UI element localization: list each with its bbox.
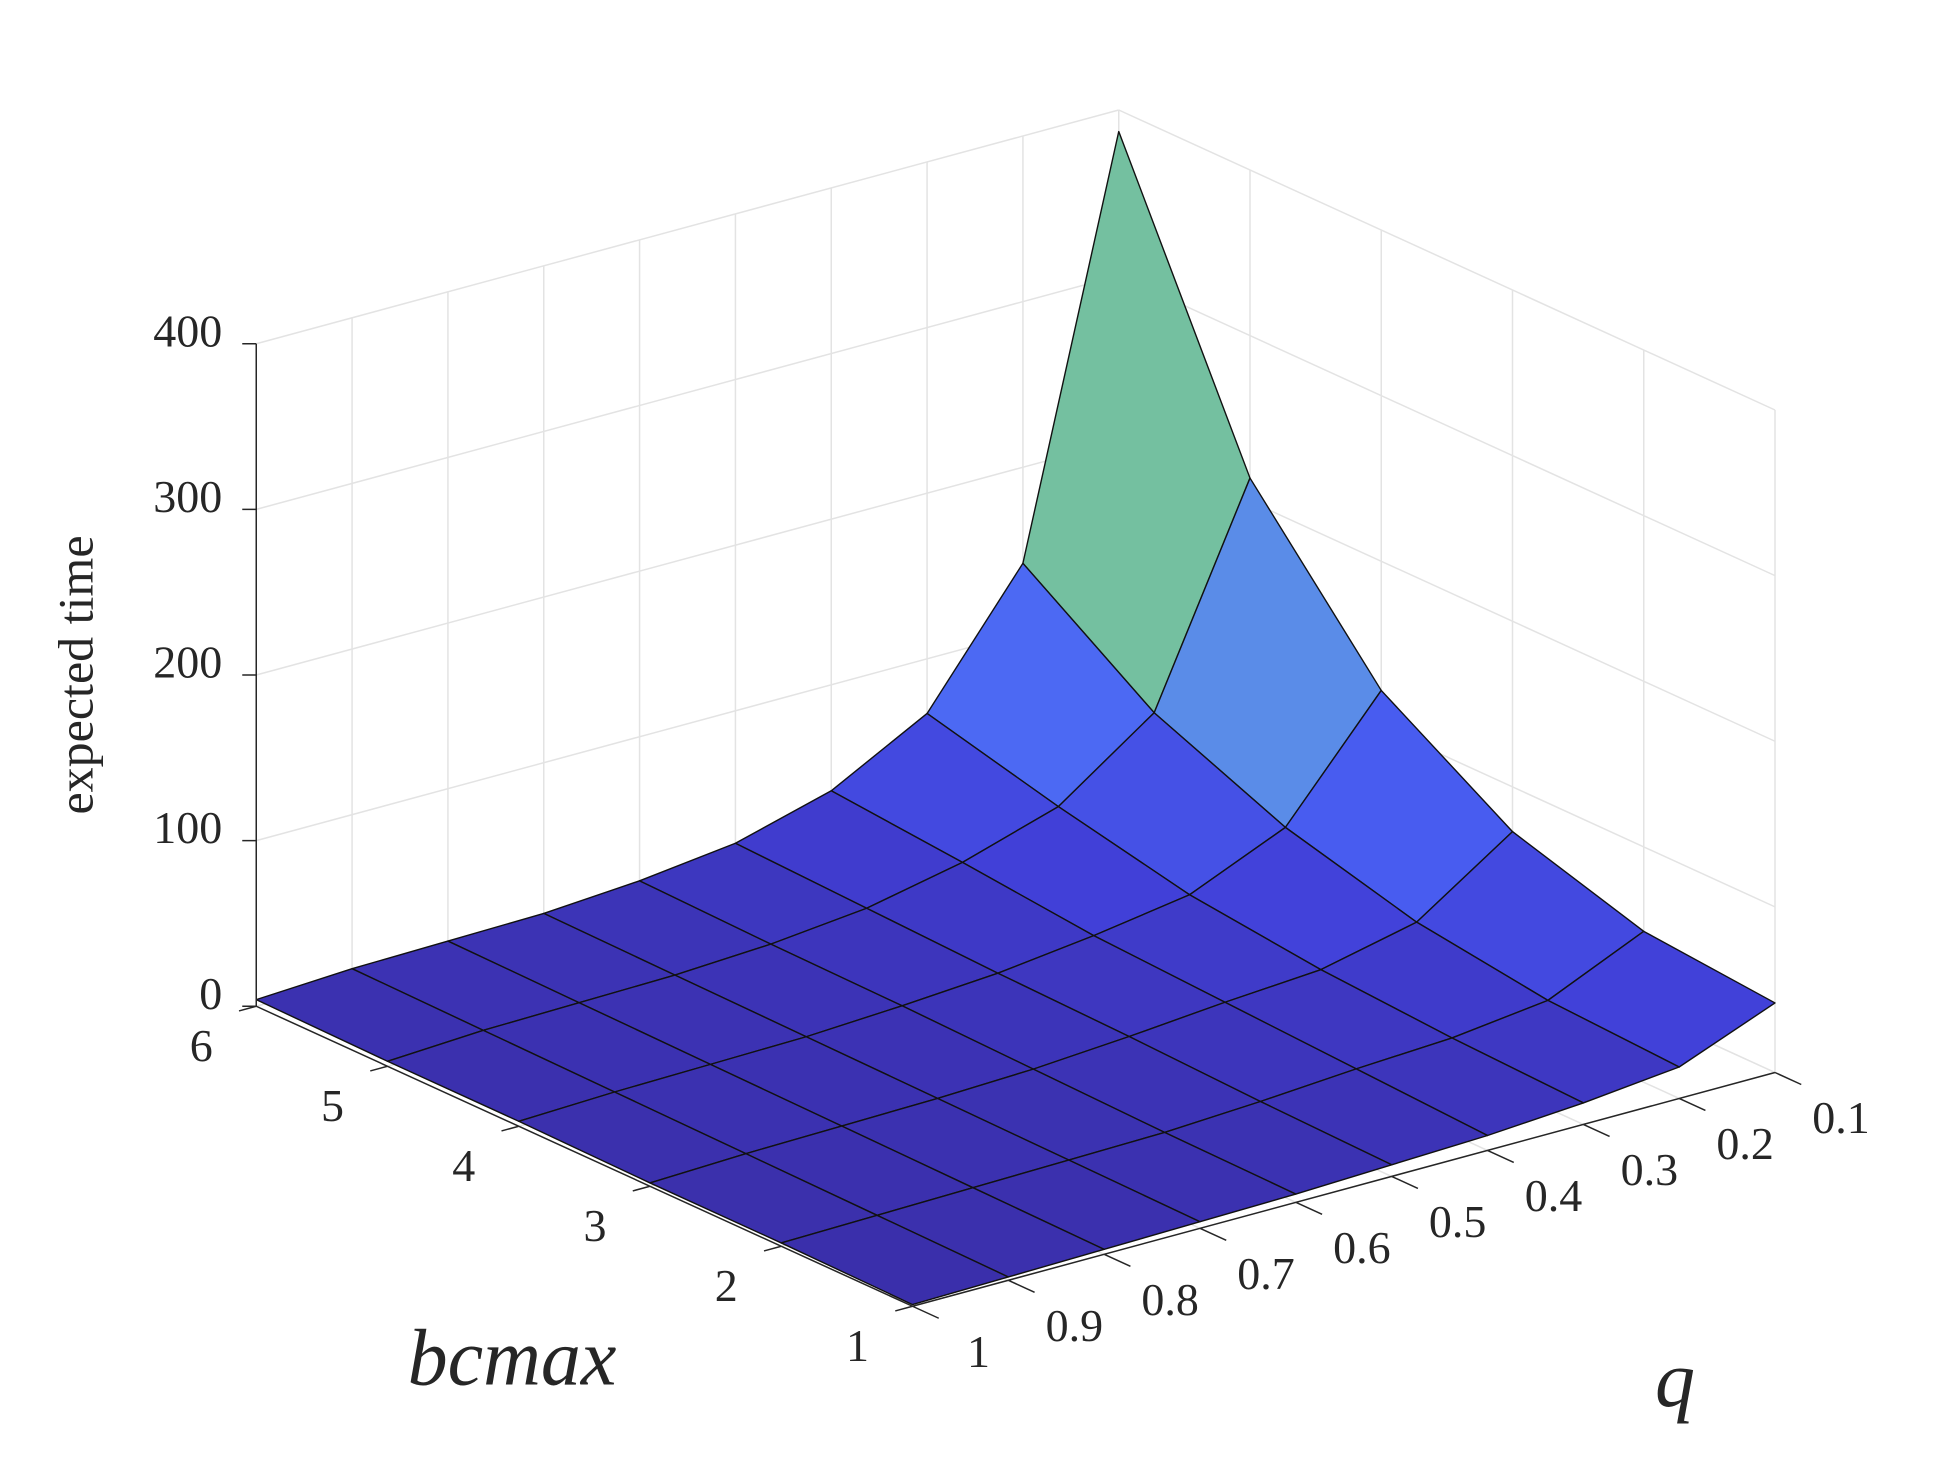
- y-tick: [238, 1005, 257, 1012]
- z-tick-label: 200: [153, 637, 222, 688]
- axes: 0 100 200 300 400 1 2 3 4 5 6 0.1 0.2 0.3 0.4 0.5 0.6 0.7…: [153, 305, 1870, 1377]
- x-tick: [1008, 1279, 1035, 1293]
- x-tick: [1295, 1201, 1323, 1216]
- z-tick-label: 300: [153, 471, 222, 522]
- y-tick-label: 5: [321, 1080, 344, 1131]
- y-tick-label: 1: [846, 1320, 869, 1371]
- x-tick: [1487, 1149, 1515, 1164]
- x-tick: [1774, 1071, 1802, 1086]
- y-tick-label: 6: [190, 1020, 213, 1071]
- x-tick: [912, 1305, 940, 1319]
- x-tick: [1103, 1253, 1131, 1267]
- x-tick-label: 0.7: [1237, 1248, 1295, 1299]
- y-tick: [895, 1305, 913, 1312]
- grid-line: [1118, 109, 1776, 411]
- y-tick-label: 2: [715, 1260, 738, 1311]
- x-tick: [1678, 1097, 1706, 1112]
- surface: [255, 130, 1776, 1306]
- y-axis-line: [255, 1005, 913, 1307]
- y-tick: [501, 1125, 519, 1132]
- y-tick-label: 3: [584, 1200, 607, 1251]
- grid-line: [256, 109, 1119, 345]
- x-tick: [1199, 1227, 1227, 1242]
- x-tick-label: 0.5: [1429, 1196, 1487, 1247]
- grid-line: [1118, 274, 1776, 577]
- surface-cell: [780, 1214, 1010, 1306]
- z-tick-label: 0: [199, 968, 222, 1019]
- x-tick-label: 0.2: [1716, 1118, 1774, 1169]
- x-axis-line: [912, 1071, 1776, 1307]
- y-tick-label: 4: [452, 1140, 475, 1191]
- y-tick: [370, 1065, 388, 1072]
- y-axis-label: bcmax: [408, 1314, 617, 1402]
- z-axis-label: expected time: [47, 535, 103, 814]
- x-tick-label: 0.8: [1141, 1274, 1199, 1325]
- x-tick: [1583, 1123, 1610, 1138]
- z-tick-label: 400: [153, 305, 222, 356]
- x-tick-label: 1: [967, 1326, 990, 1377]
- grid-line: [256, 440, 1119, 676]
- x-tick-label: 0.9: [1046, 1300, 1104, 1351]
- grid-line: [256, 274, 1119, 511]
- x-tick-label: 0.4: [1525, 1170, 1583, 1221]
- z-tick-label: 100: [153, 802, 222, 853]
- x-tick: [1391, 1175, 1419, 1190]
- x-tick-label: 0.6: [1333, 1222, 1391, 1273]
- x-tick-label: 0.1: [1812, 1092, 1870, 1143]
- x-tick-label: 0.3: [1621, 1144, 1679, 1195]
- y-tick: [632, 1185, 651, 1192]
- y-tick: [763, 1245, 782, 1252]
- x-axis-label: q: [1655, 1336, 1695, 1424]
